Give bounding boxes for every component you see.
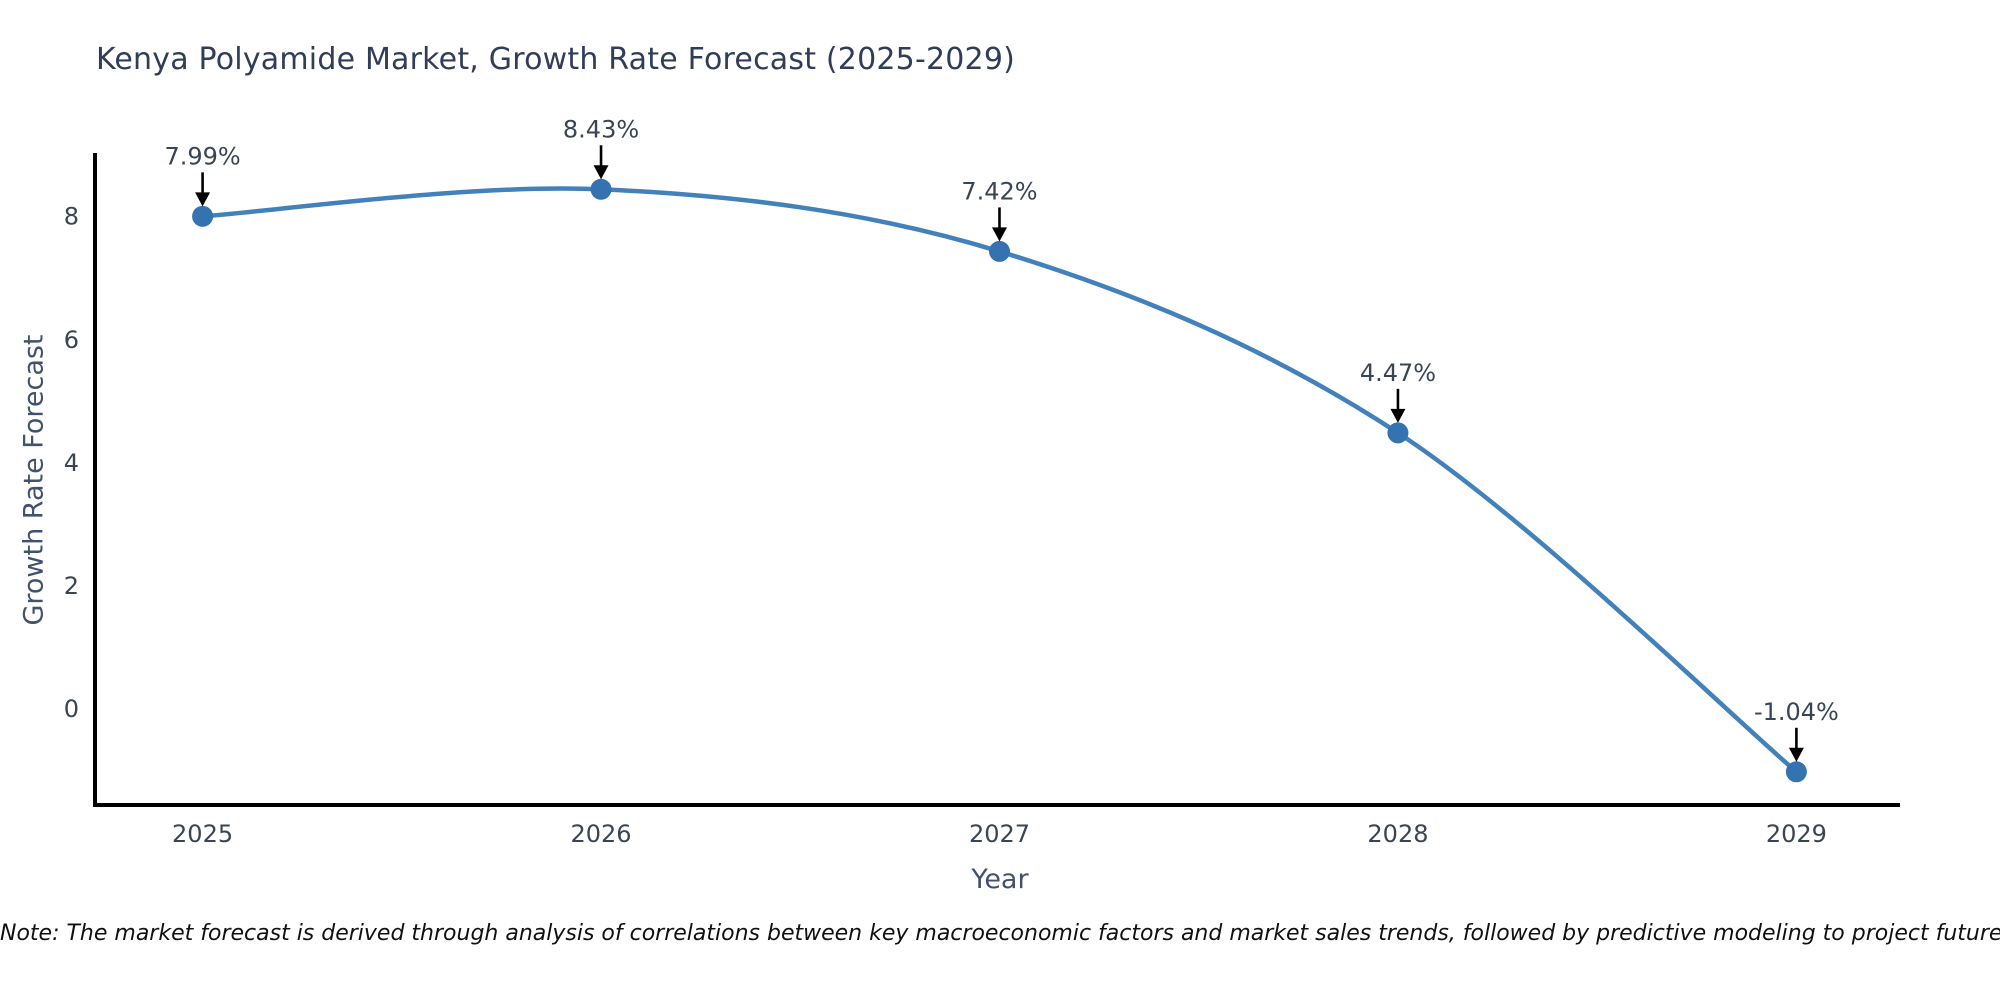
x-tick-label: 2027	[969, 820, 1030, 848]
y-tick-label: 6	[64, 326, 79, 354]
x-tick-label: 2026	[570, 820, 631, 848]
y-tick-label: 0	[64, 695, 79, 723]
chart-title: Kenya Polyamide Market, Growth Rate Fore…	[96, 42, 1016, 77]
x-tick-label: 2029	[1766, 820, 1827, 848]
point-value-label: 7.99%	[164, 142, 240, 170]
x-tick-label: 2025	[172, 820, 233, 848]
point-value-label: 8.43%	[563, 115, 639, 143]
x-axis-title: Year	[971, 864, 1029, 895]
y-axis-title: Growth Rate Forecast	[18, 334, 50, 626]
annotation-arrowhead	[195, 192, 211, 207]
footnote: Note: The market forecast is derived thr…	[0, 921, 2000, 946]
annotation-arrowhead	[991, 227, 1007, 242]
y-tick-label: 2	[64, 572, 79, 600]
data-point-2026	[590, 178, 612, 200]
annotation-arrowhead	[1788, 747, 1804, 762]
annotation-arrowhead	[1390, 408, 1406, 423]
point-value-label: -1.04%	[1754, 698, 1839, 726]
annotation-arrowhead	[593, 165, 609, 180]
data-point-2027	[988, 240, 1010, 262]
data-point-2025	[192, 205, 214, 227]
y-tick-label: 8	[64, 203, 79, 231]
forecast-line	[200, 186, 1799, 775]
y-tick-label: 4	[64, 449, 79, 477]
point-value-label: 4.47%	[1360, 359, 1436, 387]
data-point-2029	[1785, 761, 1807, 783]
point-value-label: 7.42%	[961, 177, 1037, 205]
data-point-2028	[1387, 422, 1409, 444]
x-tick-label: 2028	[1367, 820, 1428, 848]
